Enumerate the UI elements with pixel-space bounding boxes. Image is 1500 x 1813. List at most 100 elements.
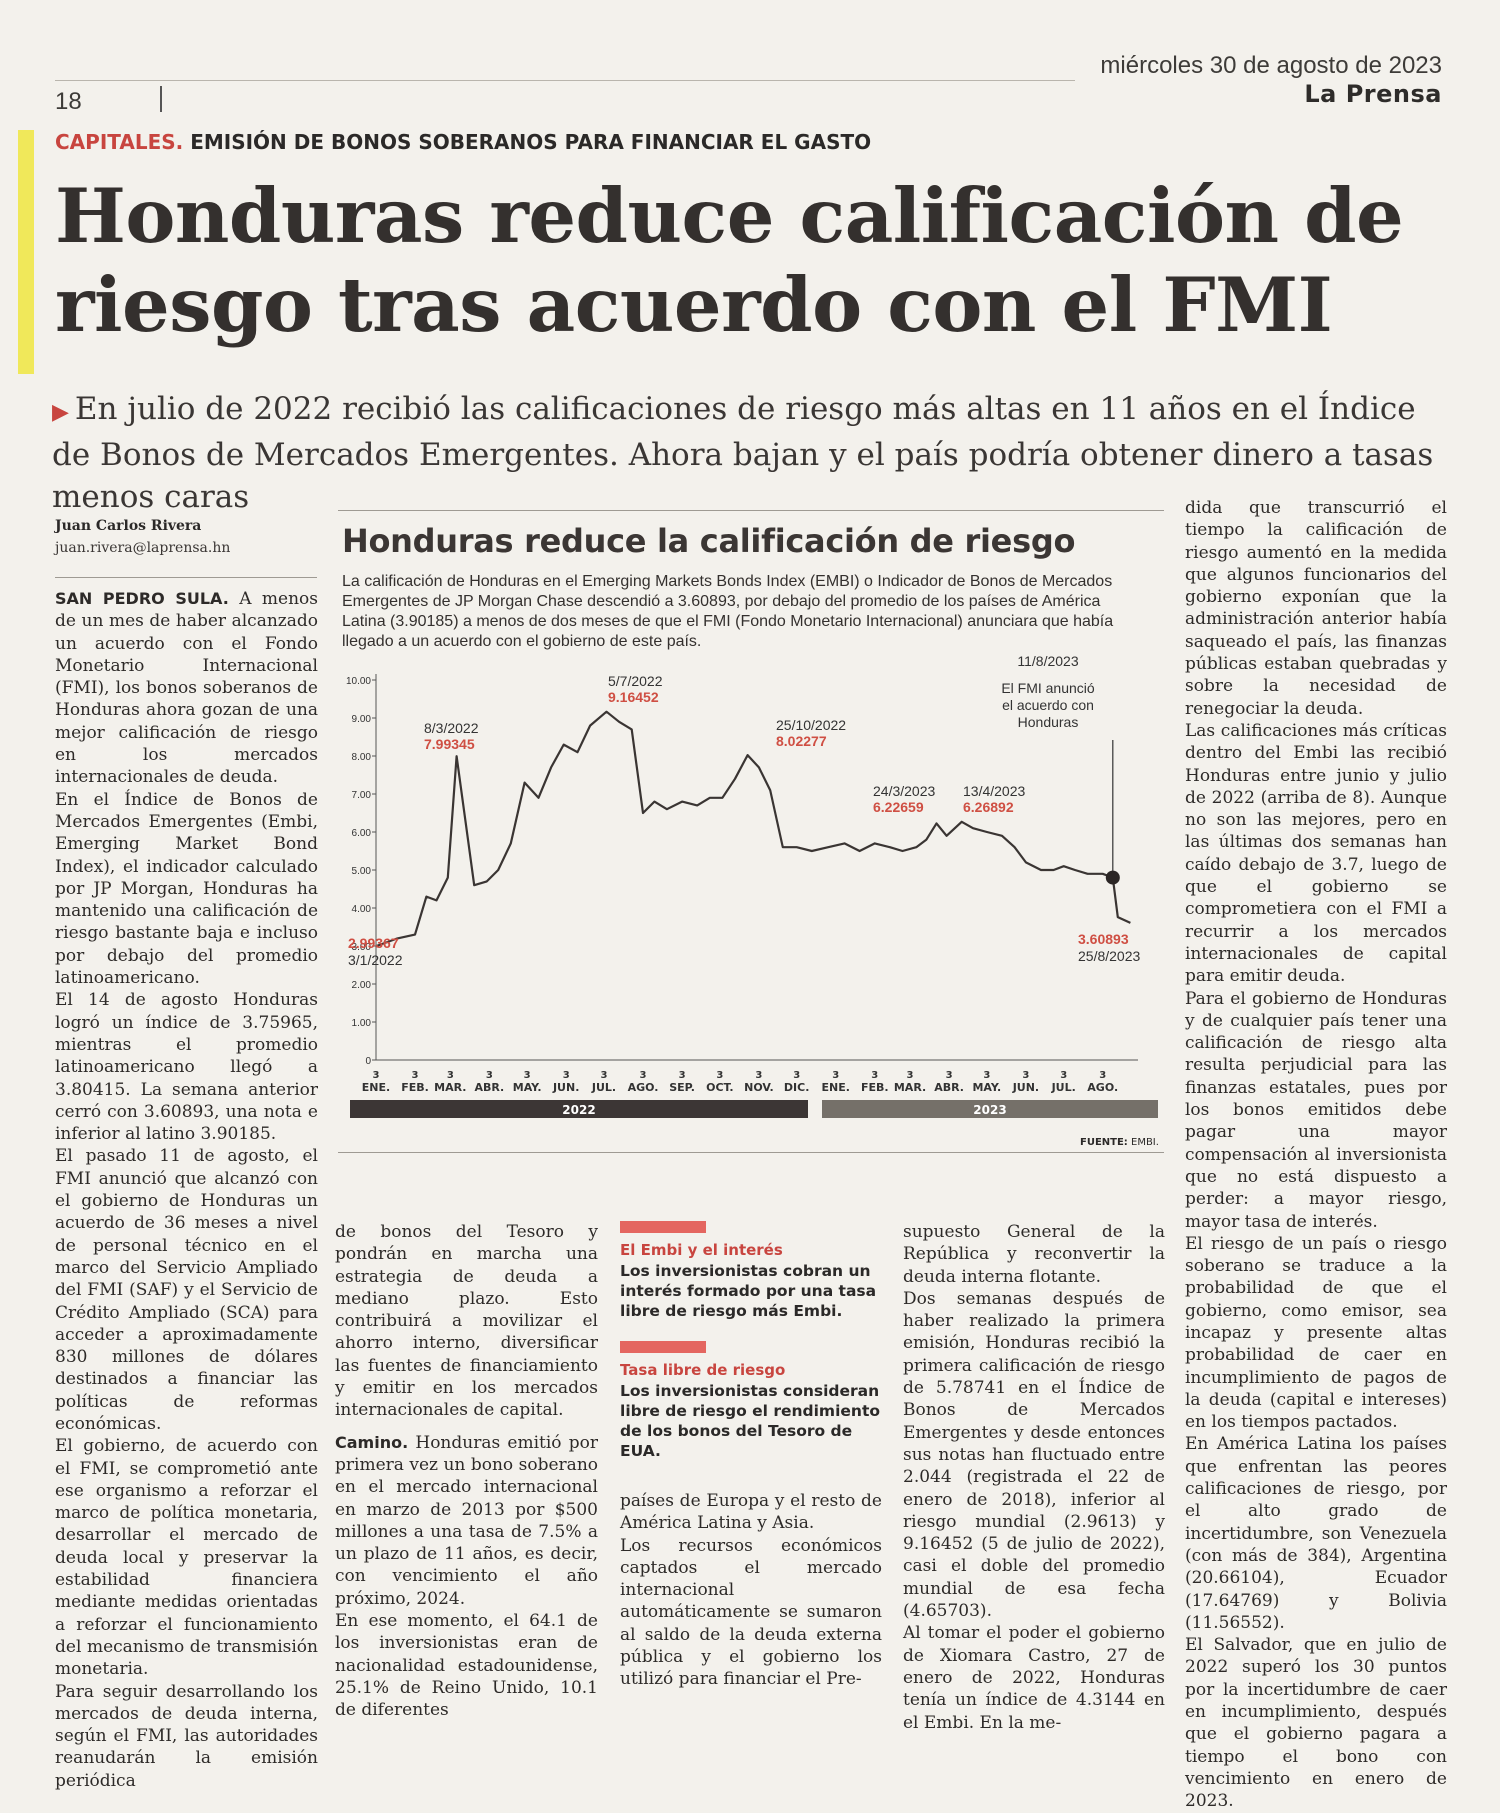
y-tick-label: 10.00 bbox=[346, 676, 371, 687]
annotation-value: 2.99367 bbox=[348, 935, 399, 951]
paragraph: El 14 de agosto Honduras logró un índice… bbox=[55, 990, 318, 1145]
kicker-section: CAPITALES. bbox=[55, 130, 184, 154]
annotation-value: 9.16452 bbox=[608, 689, 659, 705]
sidebar-title: El Embi y el interés bbox=[620, 1241, 783, 1259]
source-label: FUENTE: bbox=[1080, 1137, 1128, 1148]
x-tick-day: 3 bbox=[373, 1070, 380, 1081]
x-tick-day: 3 bbox=[524, 1070, 531, 1081]
paragraph: Camino. Honduras emitió por primera vez … bbox=[335, 1432, 598, 1610]
x-tick-month: AGO. bbox=[628, 1081, 659, 1094]
x-tick-day: 3 bbox=[1060, 1070, 1067, 1081]
chart-source: FUENTE: EMBI. bbox=[1080, 1137, 1159, 1148]
x-tick-month: OCT. bbox=[706, 1081, 733, 1094]
year-bar-2023 bbox=[822, 1100, 1158, 1118]
annotation-date: 25/8/2023 bbox=[1078, 948, 1140, 964]
headline: Honduras reduce calificación de riesgo t… bbox=[55, 172, 1404, 349]
byline-rule bbox=[55, 577, 317, 578]
x-tick-month: DIC. bbox=[784, 1081, 809, 1094]
embi-series-line bbox=[375, 710, 1131, 948]
x-tick-month: JUN. bbox=[552, 1081, 579, 1094]
article-column-4: supuesto General de la República y recon… bbox=[903, 1221, 1165, 1734]
x-tick-month: NOV. bbox=[744, 1081, 774, 1094]
x-tick-day: 3 bbox=[832, 1070, 839, 1081]
subhead: Camino. bbox=[335, 1432, 409, 1452]
annotation-value: 3.60893 bbox=[1078, 931, 1129, 947]
header-rule bbox=[55, 80, 1075, 81]
x-tick-month: ENE. bbox=[822, 1081, 850, 1094]
chart-bottom-rule bbox=[338, 1152, 1164, 1153]
y-tick-label: 9.00 bbox=[352, 714, 372, 725]
x-tick-month: FEB. bbox=[401, 1081, 429, 1094]
sidebar-text: Los inversionistas cobran un interés for… bbox=[620, 1262, 877, 1320]
kicker-topic: EMISIÓN DE BONOS SOBERANOS PARA FINANCIA… bbox=[190, 130, 872, 154]
annotation-date: 3/1/2022 bbox=[348, 952, 403, 968]
highlight-marker bbox=[18, 130, 34, 374]
x-tick-month: JUL. bbox=[1051, 1081, 1076, 1094]
x-tick-month: SEP. bbox=[669, 1081, 695, 1094]
article-column-1: SAN PEDRO SULA. A menos de un mes de hab… bbox=[55, 588, 318, 1792]
sidebar-accent-bar bbox=[620, 1341, 706, 1353]
paragraph: Las calificaciones más críticas dentro d… bbox=[1185, 720, 1447, 987]
paragraph: SAN PEDRO SULA. A menos de un mes de hab… bbox=[55, 588, 318, 789]
event-text: el acuerdo con bbox=[1002, 697, 1094, 713]
byline-email[interactable]: juan.rivera@laprensa.hn bbox=[55, 540, 231, 556]
paragraph: En el Índice de Bonos de Mercados Emerge… bbox=[55, 789, 318, 989]
byline-author: Juan Carlos Rivera bbox=[55, 518, 202, 534]
sidebar-title: Tasa libre de riesgo bbox=[620, 1361, 786, 1379]
y-tick-label: 7.00 bbox=[352, 790, 372, 801]
y-tick-label: 6.00 bbox=[352, 828, 372, 839]
sidebar-accent-bar bbox=[620, 1221, 706, 1233]
event-text: El FMI anunció bbox=[1001, 680, 1095, 696]
x-tick-month: JUL. bbox=[591, 1081, 616, 1094]
x-tick-month: MAR. bbox=[894, 1081, 926, 1094]
x-tick-day: 3 bbox=[1022, 1070, 1029, 1081]
deck: ▶ En julio de 2022 recibió las calificaci… bbox=[52, 388, 1462, 518]
x-tick-month: MAY. bbox=[972, 1081, 1001, 1094]
annotation-value: 6.26892 bbox=[963, 799, 1014, 815]
paragraph: Los recursos económicos captados el merc… bbox=[620, 1535, 882, 1690]
paragraph: Al tomar el poder el gobierno de Xiomara… bbox=[903, 1623, 1165, 1733]
embi-line-chart: 0 1.00 2.00 3.00 4.00 5.00 6.00 7.00 8.00 9.00 10.… bbox=[346, 653, 1158, 1118]
paragraph: El riesgo de un país o riesgo soberano s… bbox=[1185, 1233, 1447, 1433]
x-tick-month: ABR. bbox=[474, 1081, 504, 1094]
page-number: 18 bbox=[55, 88, 82, 115]
paragraph: supuesto General de la República y recon… bbox=[903, 1222, 1165, 1287]
y-tick-label: 4.00 bbox=[352, 904, 372, 915]
x-tick-day: 3 bbox=[600, 1070, 607, 1081]
paragraph: países de Europa y el resto de América L… bbox=[620, 1491, 882, 1534]
x-tick-day: 3 bbox=[793, 1070, 800, 1081]
paragraph-text: A menos de un mes de haber alcanzado un … bbox=[55, 589, 318, 788]
year-label: 2023 bbox=[973, 1103, 1006, 1117]
paragraph: En ese momento, el 64.1 de los inversion… bbox=[335, 1611, 598, 1721]
newspaper-name: La Prensa bbox=[1304, 80, 1442, 108]
y-tick-label: 3.00 bbox=[352, 942, 372, 953]
y-tick-label: 5.00 bbox=[352, 866, 372, 877]
x-tick-day: 3 bbox=[563, 1070, 570, 1081]
x-tick-day: 3 bbox=[871, 1070, 878, 1081]
page-divider bbox=[160, 86, 162, 112]
article-column-5: dida que transcurrió el tiempo la califi… bbox=[1185, 497, 1447, 1813]
year-label: 2022 bbox=[562, 1103, 595, 1117]
y-tick-label: 2.00 bbox=[352, 980, 372, 991]
x-tick-day: 3 bbox=[447, 1070, 454, 1081]
x-tick-day: 3 bbox=[1099, 1070, 1106, 1081]
article-column-3: países de Europa y el resto de América L… bbox=[620, 1490, 882, 1691]
y-tick-label: 1.00 bbox=[352, 1018, 372, 1029]
annotation-value: 6.22659 bbox=[873, 799, 924, 815]
x-tick-day: 3 bbox=[679, 1070, 686, 1081]
event-text: Honduras bbox=[1018, 714, 1079, 730]
annotation-value: 7.99345 bbox=[424, 736, 475, 752]
kicker: CAPITALES. EMISIÓN DE BONOS SOBERANOS PA… bbox=[55, 130, 871, 154]
year-bar-2022 bbox=[350, 1100, 808, 1118]
paragraph: El pasado 11 de agosto, el FMI anunció q… bbox=[55, 1146, 318, 1434]
event-dot bbox=[1105, 870, 1120, 885]
x-tick-month: FEB. bbox=[861, 1081, 889, 1094]
x-tick-month: ENE. bbox=[362, 1081, 390, 1094]
paragraph-text: Honduras emitió por primera vez un bono … bbox=[335, 1432, 598, 1609]
deck-text: En julio de 2022 recibió las calificacio… bbox=[52, 391, 1434, 515]
paragraph: El Salvador, que en julio de 2022 superó… bbox=[1185, 1635, 1447, 1812]
x-tick-month: AGO. bbox=[1087, 1081, 1118, 1094]
y-tick-label: 8.00 bbox=[352, 752, 372, 763]
chart-description: La calificación de Honduras en el Emergi… bbox=[342, 573, 1114, 650]
paragraph: dida que transcurrió el tiempo la califi… bbox=[1185, 498, 1447, 719]
